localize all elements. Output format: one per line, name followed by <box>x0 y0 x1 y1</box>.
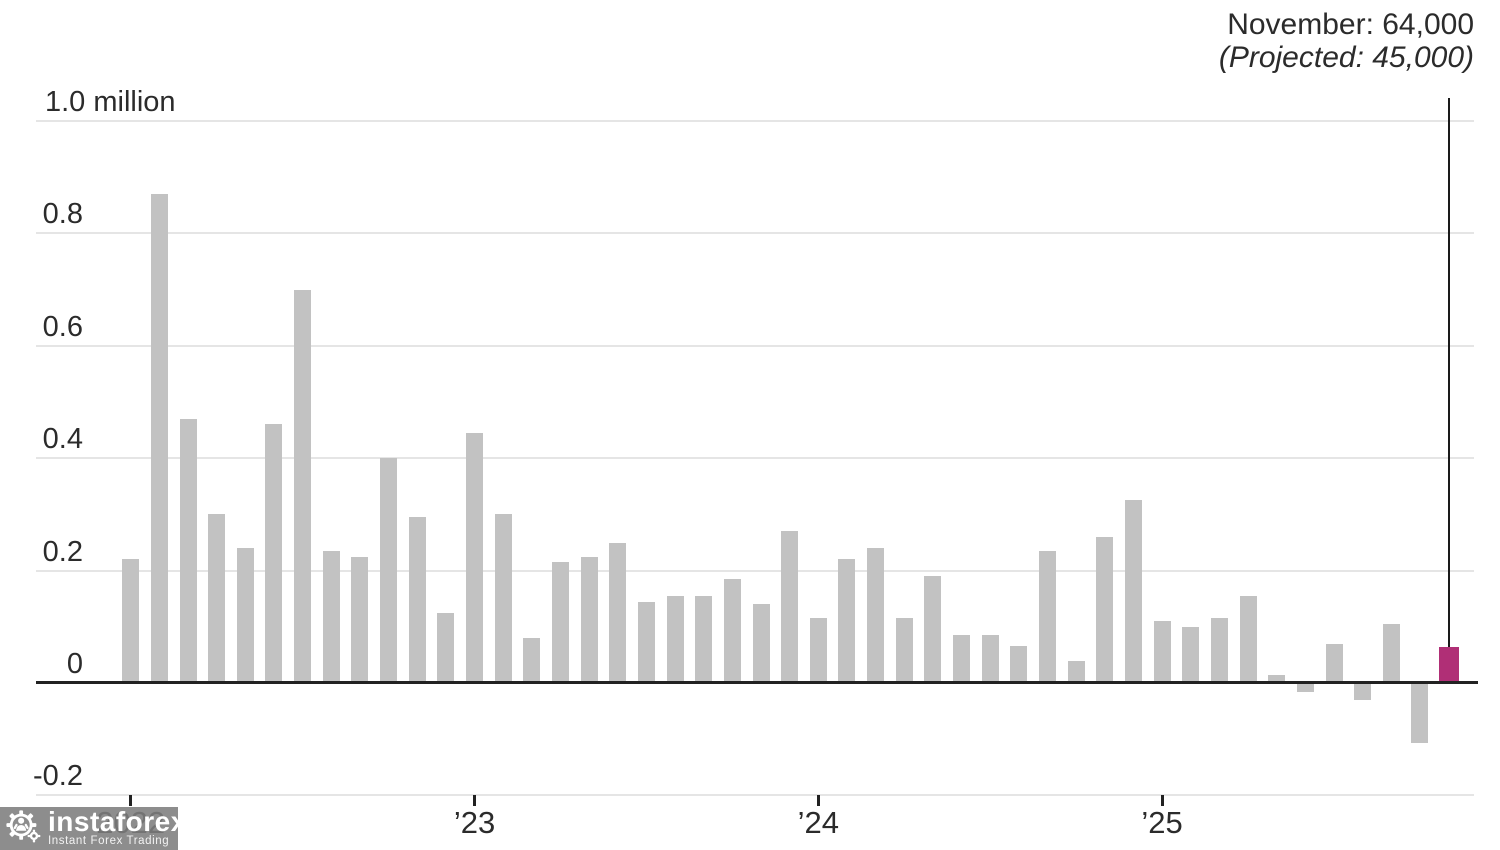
y-gridline <box>36 457 1474 460</box>
bar <box>1067 660 1085 683</box>
y-axis-label: 0.8 <box>42 198 83 231</box>
annotation-projected: (Projected: 45,000) <box>1218 41 1474 74</box>
y-axis-label: 0 <box>66 648 83 680</box>
bar <box>294 289 312 683</box>
instaforex-logo-icon <box>5 807 43 850</box>
y-axis-label: 0.4 <box>42 423 83 456</box>
x-axis-tick <box>473 795 476 806</box>
bar <box>408 517 426 683</box>
x-axis-tick <box>1160 795 1164 806</box>
bar <box>208 514 226 683</box>
bar <box>1039 550 1056 683</box>
bar-highlighted <box>1438 647 1459 683</box>
bar <box>351 556 369 683</box>
bar <box>236 548 254 683</box>
annotation-value: November: 64,000 <box>1227 8 1474 41</box>
bar <box>551 562 569 683</box>
x-axis-tick <box>816 795 820 806</box>
x-axis-label: ’25 <box>1141 805 1183 840</box>
bar <box>150 194 168 683</box>
watermark-tagline: Instant Forex Trading <box>48 835 170 847</box>
bar <box>1182 626 1200 683</box>
instaforex-watermark: instaforex Instant Forex Trading <box>0 807 186 850</box>
bar <box>838 559 856 683</box>
bar <box>523 638 541 683</box>
y-gridline <box>36 794 1474 797</box>
bar <box>466 432 483 683</box>
bar <box>752 604 770 683</box>
watermark-brand: instaforex <box>48 806 187 837</box>
bar <box>1411 684 1429 743</box>
y-axis-label: -0.2 <box>33 760 83 793</box>
bar <box>1268 674 1286 683</box>
bar <box>981 635 999 683</box>
bar <box>179 418 197 683</box>
bar <box>580 556 598 683</box>
bar <box>723 579 741 683</box>
bar <box>895 618 913 683</box>
bar <box>322 550 340 683</box>
bar <box>1296 684 1314 693</box>
bar <box>1382 623 1400 683</box>
bar <box>1239 595 1257 683</box>
y-gridline <box>36 120 1474 122</box>
y-axis-label: 0.6 <box>42 310 83 343</box>
bar <box>695 595 713 683</box>
bar <box>809 618 827 683</box>
bar <box>781 531 799 683</box>
bar <box>122 559 140 683</box>
bar <box>1010 646 1028 683</box>
bar <box>265 424 283 683</box>
bar <box>1124 500 1142 683</box>
y-gridline <box>36 344 1474 347</box>
bar <box>1325 643 1343 683</box>
bar <box>637 601 655 683</box>
y-axis-label: 1.0 million <box>45 86 176 118</box>
bar <box>1354 684 1372 700</box>
bar <box>953 635 971 683</box>
y-gridline <box>36 232 1474 235</box>
x-axis-baseline <box>36 681 1478 684</box>
bar <box>437 612 455 683</box>
bar <box>494 514 512 683</box>
annotation: November: 64,000 (Projected: 45,000) <box>1219 8 1474 74</box>
bar <box>867 548 885 683</box>
bar <box>1210 618 1228 683</box>
x-axis-tick <box>129 795 133 806</box>
x-axis-label: ’24 <box>797 805 839 840</box>
bar <box>609 542 627 683</box>
y-axis-label: 0.2 <box>42 535 83 568</box>
bar <box>666 595 684 683</box>
watermark-text: instaforex Instant Forex Trading <box>48 806 187 848</box>
bar <box>1096 536 1114 683</box>
bar <box>1153 621 1171 683</box>
bar <box>924 576 942 683</box>
bar <box>380 458 398 683</box>
y-gridline <box>36 569 1474 572</box>
callout-line <box>1447 98 1450 648</box>
x-axis-label: ’23 <box>453 805 496 840</box>
